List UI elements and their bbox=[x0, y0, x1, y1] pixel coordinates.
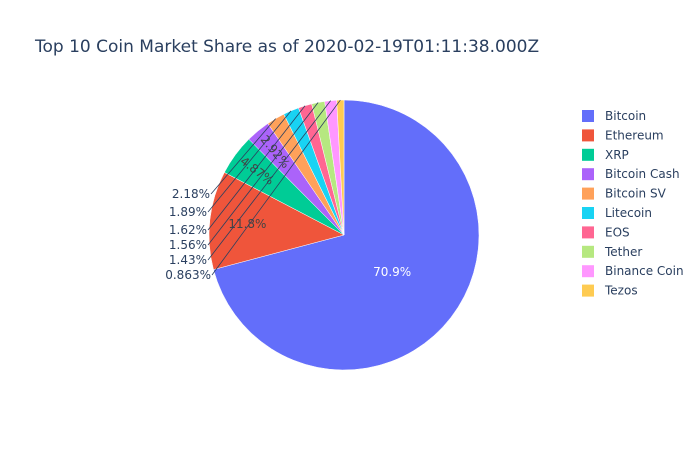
legend-item-litecoin[interactable]: Litecoin bbox=[582, 206, 652, 220]
legend-swatch bbox=[582, 284, 594, 297]
legend-item-binance-coin[interactable]: Binance Coin bbox=[582, 264, 684, 278]
slice-leader-line bbox=[207, 110, 292, 213]
slice-leader-line bbox=[210, 118, 276, 195]
legend-label: Ethereum bbox=[605, 128, 664, 142]
legend-item-tether[interactable]: Tether bbox=[582, 245, 642, 259]
slice-label-tezos: 0.863% bbox=[165, 268, 211, 282]
slice-label-tether: 1.56% bbox=[169, 238, 207, 252]
slice-label-litecoin: 1.89% bbox=[169, 205, 207, 219]
legend-label: Tezos bbox=[604, 284, 638, 298]
legend-label: Bitcoin SV bbox=[605, 187, 667, 201]
pie-slices bbox=[208, 99, 480, 371]
legend-item-bitcoin-sv[interactable]: Bitcoin SV bbox=[582, 187, 667, 201]
slice-label-bitcoin: 70.9% bbox=[373, 265, 411, 279]
slice-leader-line bbox=[207, 100, 331, 261]
legend-swatch bbox=[582, 110, 594, 122]
chart-title: Top 10 Coin Market Share as of 2020-02-1… bbox=[34, 37, 539, 57]
pie-slice-bitcoin[interactable] bbox=[213, 99, 480, 371]
legend-item-tezos[interactable]: Tezos bbox=[582, 284, 638, 298]
legend-swatch bbox=[582, 226, 594, 239]
legend-item-bitcoin-cash[interactable]: Bitcoin Cash bbox=[582, 167, 680, 181]
legend-label: Bitcoin Cash bbox=[605, 167, 680, 181]
legend-label: XRP bbox=[605, 148, 629, 162]
slice-label-ethereum: 11.8% bbox=[228, 217, 266, 231]
legend-item-xrp[interactable]: XRP bbox=[582, 148, 629, 162]
slice-leader-line bbox=[207, 105, 306, 231]
slice-label-eos: 1.62% bbox=[169, 223, 207, 237]
legend-swatch bbox=[582, 265, 594, 278]
slice-label-binance-coin: 1.43% bbox=[169, 253, 207, 267]
pie-slice-tezos[interactable] bbox=[336, 99, 345, 236]
slice-label-bitcoin-sv: 2.18% bbox=[172, 187, 210, 201]
legend-label: Binance Coin bbox=[605, 264, 684, 278]
legend-item-eos[interactable]: EOS bbox=[582, 225, 630, 239]
legend: Bitcoin Ethereum XRP Bitcoin Cash Bitcoin SV… bbox=[582, 109, 684, 298]
legend-swatch bbox=[582, 148, 594, 161]
slice-leader-line bbox=[211, 99, 341, 276]
legend-swatch bbox=[582, 187, 594, 200]
legend-swatch bbox=[582, 207, 594, 219]
legend-item-ethereum[interactable]: Ethereum bbox=[582, 128, 664, 142]
legend-swatch bbox=[582, 129, 594, 142]
legend-swatch bbox=[582, 168, 594, 181]
legend-label: Tether bbox=[604, 245, 642, 259]
legend-item-bitcoin[interactable]: Bitcoin bbox=[582, 109, 646, 123]
slice-leader-line bbox=[207, 102, 319, 246]
legend-label: Bitcoin bbox=[605, 109, 646, 123]
legend-label: Litecoin bbox=[605, 206, 652, 220]
legend-label: EOS bbox=[605, 225, 630, 239]
legend-swatch bbox=[582, 245, 594, 258]
pie-slice-ethereum[interactable] bbox=[208, 172, 345, 270]
